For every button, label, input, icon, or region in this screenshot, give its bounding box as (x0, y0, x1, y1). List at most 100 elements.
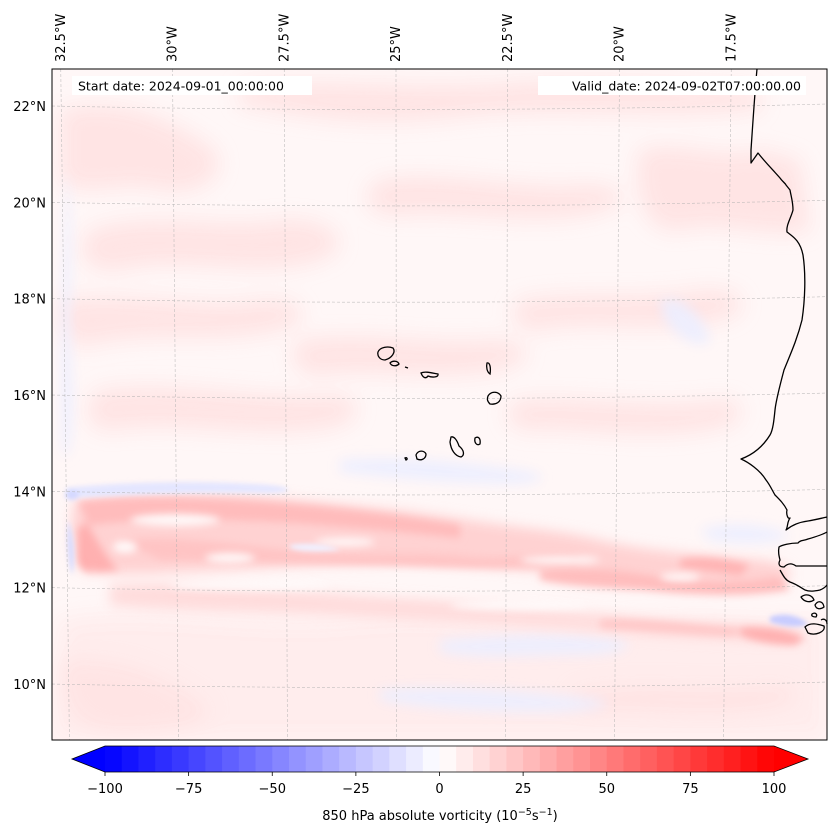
colorbar-tick-label: 100 (762, 782, 787, 797)
colorbar-band (539, 746, 558, 772)
colorbar-band (255, 746, 273, 772)
longitude-tick-label: 30°W (166, 26, 181, 62)
colorbar-band (155, 746, 173, 772)
longitude-tick-labels: 32.5°W 30°W 27.5°W 25°W 22.5°W 20°W 17.5°W (54, 14, 740, 62)
colorbar-tick-label: −50 (259, 782, 286, 797)
colorbar-tick-label: 75 (682, 782, 699, 797)
colorbar-tick-label: −25 (342, 782, 369, 797)
colorbar-band (606, 746, 624, 772)
coastline-gambia-south (777, 531, 828, 568)
colorbar-band (238, 746, 257, 772)
latitude-tick-label: 10°N (13, 678, 46, 693)
gridline-lat (52, 489, 827, 496)
colorbar-band (339, 746, 357, 772)
coastline (740, 68, 828, 635)
colorbar-label-mid: s (532, 809, 539, 824)
latitude-tick-label: 16°N (13, 389, 46, 404)
colorbar-band (272, 746, 290, 772)
colorbar-band (506, 746, 524, 772)
colorbar-band (556, 746, 574, 772)
colorbar-band (372, 746, 390, 772)
colorbar-tick-label: −75 (175, 782, 202, 797)
colorbar-label-main: 850 hPa absolute vorticity (10 (322, 809, 518, 824)
colorbar: −100 −75 −50 −25 0 25 50 75 100 850 hPa absolute… (70, 745, 810, 824)
band-gaps (113, 514, 700, 610)
longitude-tick-label: 25°W (389, 26, 404, 62)
colorbar-tick-label: 25 (515, 782, 532, 797)
colorbar-band (707, 746, 725, 772)
colorbar-band (288, 746, 307, 772)
colorbar-band (456, 746, 474, 772)
colorbar-label: 850 hPa absolute vorticity (10−5s−1) (322, 807, 557, 824)
island-brava (404, 457, 408, 461)
gridline-lat (52, 200, 827, 207)
colorbar-label-end: ) (553, 809, 558, 824)
latitude-tick-label: 14°N (13, 485, 46, 500)
colorbar-band (406, 746, 424, 772)
colorbar-band (640, 746, 658, 772)
colorbar-band (205, 746, 223, 772)
colorbar-band (690, 746, 708, 772)
island-sal (485, 362, 492, 376)
colorbar-tick-label: 50 (598, 782, 615, 797)
island-sao-nicolau (420, 371, 439, 379)
coastline-bissagos-1 (800, 594, 815, 603)
latitude-tick-label: 20°N (13, 196, 46, 211)
colorbar-band (757, 746, 775, 772)
colorbar-band (489, 746, 507, 772)
colorbar-band (305, 746, 323, 772)
longitude-tick-label: 22.5°W (501, 14, 516, 62)
longitude-tick-label: 17.5°W (724, 14, 739, 62)
valid-date-label: Valid_date: 2024-09-02T07:00:00.00 (572, 79, 801, 94)
island-santiago (449, 436, 465, 458)
gridline-lon (723, 69, 732, 740)
gridline-lon (505, 69, 509, 740)
weak-negative-texture (61, 170, 790, 712)
gridline-lon (172, 69, 179, 740)
colorbar-band (723, 746, 742, 772)
colorbar-tick-label: 0 (435, 782, 443, 797)
map-axes (51, 68, 828, 741)
colorbar-band (355, 746, 374, 772)
colorbar-band (439, 746, 457, 772)
colorbar-extend-max (774, 746, 808, 772)
longitude-tick-label: 20°W (613, 26, 628, 62)
colorbar-band (740, 746, 758, 772)
colorbar-band (138, 746, 156, 772)
colorbar-extend-min (72, 746, 105, 772)
colorbar-band (322, 746, 340, 772)
longitude-tick-label: 32.5°W (54, 14, 69, 62)
colorbar-bands (105, 746, 775, 772)
colorbar-band (673, 746, 691, 772)
coastline-guinea-bissau (779, 569, 828, 592)
colorbar-band (389, 746, 407, 772)
colorbar-label-exp1: −5 (518, 807, 532, 818)
graticule (52, 69, 827, 740)
start-date-label: Start date: 2024-09-01_00:00:00 (78, 79, 284, 94)
colorbar-band (188, 746, 206, 772)
colorbar-band (121, 746, 139, 772)
cape-verde-islands (377, 346, 502, 461)
gridline-lat (52, 681, 827, 688)
colorbar-band (422, 746, 440, 772)
island-santo-antao (377, 346, 395, 361)
island-boa-vista (486, 391, 502, 405)
longitude-tick-label: 27.5°W (277, 14, 292, 62)
island-sao-vicente (389, 360, 400, 367)
start-date-box (72, 76, 312, 95)
colorbar-band (623, 746, 641, 772)
latitude-tick-label: 18°N (13, 293, 46, 308)
colorbar-band (656, 746, 675, 772)
map-frame (51, 68, 828, 741)
colorbar-band (105, 746, 123, 772)
gridline-lon (60, 69, 70, 740)
colorbar-band (590, 746, 608, 772)
gridline-lat (52, 392, 827, 399)
coastline-bissagos-4 (811, 612, 818, 618)
island-fogo (415, 450, 427, 461)
colorbar-band (171, 746, 190, 772)
colorbar-band (472, 746, 491, 772)
coastline-bissagos-3 (804, 623, 825, 635)
coastline-bissagos-2 (814, 601, 825, 610)
coastline-west-africa (740, 68, 828, 531)
